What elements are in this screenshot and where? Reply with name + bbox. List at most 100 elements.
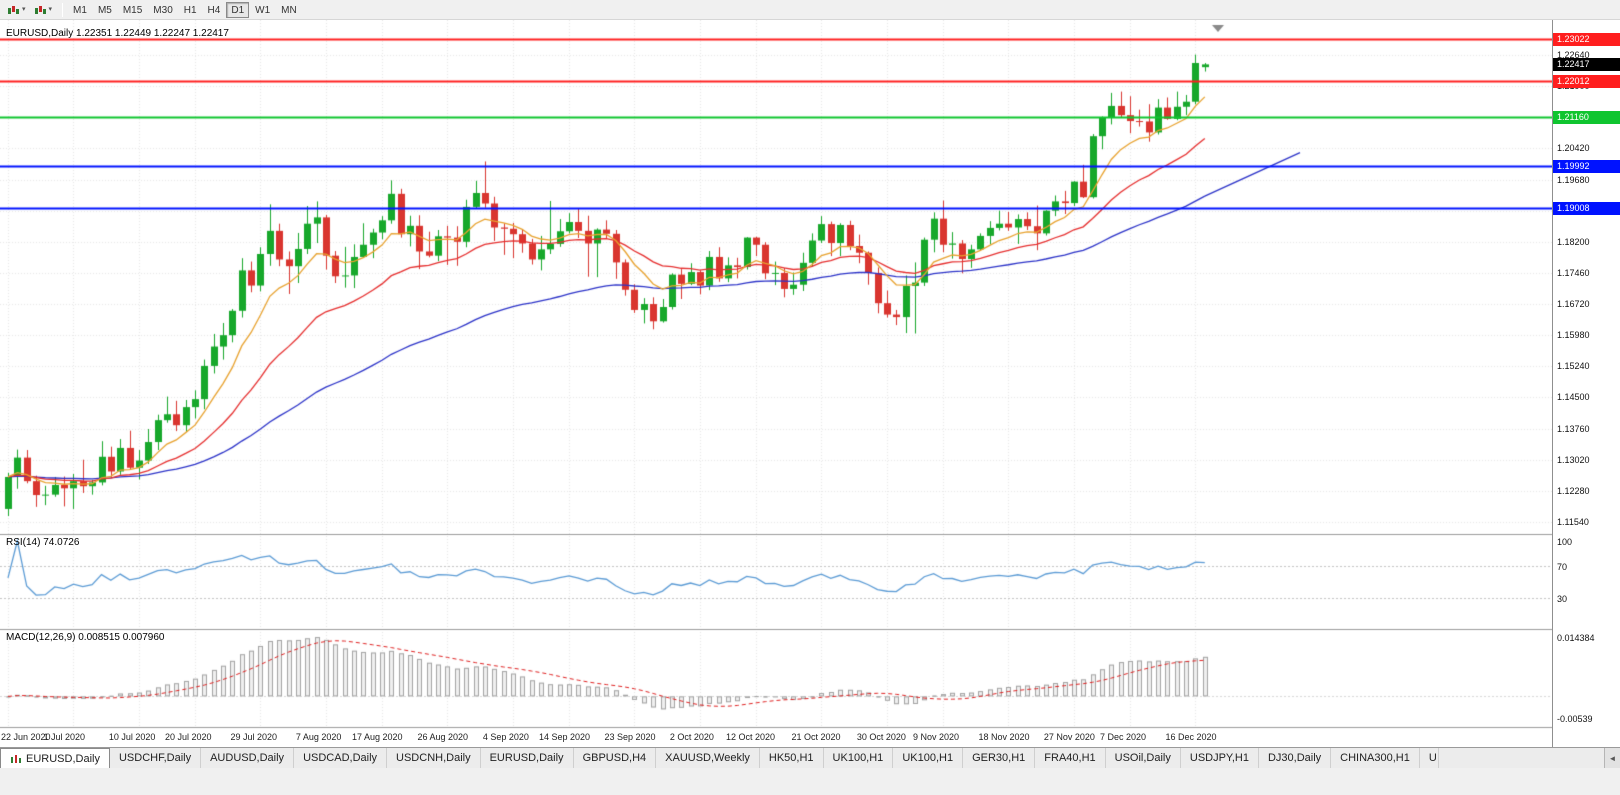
rsi-indicator-label: RSI(14) 74.0726 [6,537,80,548]
chart-tab-gbpusd-h4[interactable]: GBPUSD,H4 [573,748,657,768]
chart-tab-label: HK50,H1 [768,752,814,764]
timeframe-button-h1[interactable]: H1 [183,4,197,16]
hline-price-tag: 1.21160 [1553,111,1620,125]
timeframe-button-m5[interactable]: M5 [97,4,112,16]
chart-tab-label: XAUUSD,Weekly [665,752,750,764]
chart-tab-usdjpy-h1[interactable]: USDJPY,H1 [1180,748,1259,768]
date-axis-label: 10 Jul 2020 [108,732,156,742]
price-axis-label: 1.20420 [1557,143,1590,154]
chart-tab-usdcnh-daily[interactable]: USDCNH,Daily [387,748,481,768]
chart-tab-label: GBPUSD,H4 [582,752,647,764]
date-axis-label: 12 Oct 2020 [726,732,776,742]
price-scale[interactable]: 1.226401.219001.211601.204201.196801.189… [1552,20,1620,747]
chart-tab-xauusd-weekly[interactable]: XAUUSD,Weekly [656,748,760,768]
date-axis-label: 7 Aug 2020 [295,732,342,742]
timeframe-button-m1[interactable]: M1 [73,4,87,16]
hline-price-tag: 1.19008 [1553,201,1620,215]
date-axis-label: 26 Aug 2020 [417,732,468,742]
rsi-level-label: 70 [1557,561,1568,572]
timeframe-button-m15[interactable]: M15 [122,4,143,16]
timeframe-button-d1[interactable]: D1 [226,1,250,18]
chart-tab-label: EURUSD,Daily [26,752,100,765]
price-axis-label: 1.15240 [1557,361,1590,372]
chart-profiles-button[interactable]: ▾ [31,2,56,18]
timeframe-button-h4[interactable]: H4 [207,4,221,16]
chart-tab-label: EURUSD,Daily [489,752,564,764]
chart-tab-dj30-daily[interactable]: DJ30,Daily [1258,748,1332,768]
chart-tab-ger30-h1[interactable]: GER30,H1 [963,748,1036,768]
price-axis-label: 1.17460 [1557,267,1590,278]
current-price-tag: 1.22417 [1553,58,1620,72]
timeframe-button-mn[interactable]: MN [281,4,297,16]
date-axis-label: 27 Nov 2020 [1043,732,1095,742]
chart-tab-uk100-h1[interactable]: UK100,H1 [823,748,894,768]
date-axis-label: 18 Nov 2020 [978,732,1030,742]
chart-tab-eurusd-daily[interactable]: EURUSD,Daily [480,748,574,768]
date-axis-label: 1 Jul 2020 [43,732,85,742]
price-axis-label: 1.22640 [1557,50,1590,60]
chart-tab-uk100-h1[interactable]: UK100,H1 [893,748,964,768]
chart-tab-label: FRA40,H1 [1044,752,1096,764]
chart-tab-label: CHINA300,H1 [1340,752,1410,764]
chart-tab-u[interactable]: U [1419,748,1439,768]
price-axis-label: 1.13760 [1557,423,1590,434]
chart-tab-hk50-h1[interactable]: HK50,H1 [759,748,824,768]
new-chart-button[interactable]: ▾ [4,2,29,18]
timeframe-button-w1[interactable]: W1 [255,4,271,16]
timeframe-button-m30[interactable]: M30 [153,4,173,16]
chart-tab-fra40-h1[interactable]: FRA40,H1 [1035,748,1106,768]
chart-tab-eurusd-daily[interactable]: EURUSD,Daily [0,748,110,768]
chevron-down-icon: ▾ [22,5,26,13]
macd-indicator-label: MACD(12,26,9) 0.008515 0.007960 [6,632,165,643]
macd-axis-label: -0.00539 [1557,714,1593,724]
date-axis-label: 16 Dec 2020 [1165,732,1217,742]
chart-tab-label: USDCHF,Daily [118,752,192,764]
price-axis-label: 1.13020 [1557,454,1590,465]
price-axis-label: 1.16720 [1557,299,1590,310]
date-axis-label: 20 Jul 2020 [165,732,212,742]
chart-tab-label: AUDUSD,Daily [210,752,285,764]
hline-price-tag: 1.23022 [1553,32,1620,46]
chart-tab-audusd-daily[interactable]: AUDUSD,Daily [201,748,295,768]
chevron-down-icon: ▾ [48,5,53,13]
date-axis-label: 9 Nov 2020 [913,732,960,742]
chart-tab-usdchf-daily[interactable]: USDCHF,Daily [109,748,202,768]
tab-scroll-left-button[interactable]: ◄ [1604,748,1620,768]
date-axis-label: 30 Oct 2020 [856,732,906,742]
price-axis-label: 1.18200 [1557,236,1590,247]
date-axis-label: 23 Sep 2020 [604,732,656,742]
chart-tab-label: USOil,Daily [1114,752,1171,764]
rsi-level-label: 30 [1557,594,1568,605]
chart-tab-label: USDCNH,Daily [396,752,471,764]
date-axis-label: 17 Aug 2020 [352,732,403,742]
chart-tab-label: USDCAD,Daily [303,752,378,764]
chart-tab-label: GER30,H1 [972,752,1026,764]
price-axis-label: 1.15980 [1557,330,1590,341]
rsi-level-label: 100 [1557,537,1573,547]
macd-axis-label: 0.014384 [1557,633,1595,643]
chart-tab-usdcad-daily[interactable]: USDCAD,Daily [294,748,388,768]
price-axis-label: 1.14500 [1557,392,1590,403]
chart-tab-usoil-daily[interactable]: USOil,Daily [1105,748,1181,768]
chart-title: EURUSD,Daily 1.22351 1.22449 1.22247 1.2… [6,28,229,39]
chart-tab-label: DJ30,Daily [1267,752,1322,764]
date-axis-label: 2 Oct 2020 [669,732,714,742]
date-axis-label: 4 Sep 2020 [482,732,529,742]
timeframes-toolbar: ▾ ▾ M1 M5 M15 M30 H1 H4 D1 W1 MN [0,0,1620,20]
hline-price-tag: 1.22012 [1553,75,1620,89]
chart-tab-china300-h1[interactable]: CHINA300,H1 [1331,748,1420,768]
chart-window: EURUSD,Daily 1.22351 1.22449 1.22247 1.2… [0,20,1620,747]
price-axis-label: 1.19680 [1557,174,1590,185]
window-filler [0,768,1620,795]
date-axis-label: 21 Oct 2020 [791,732,841,742]
date-axis-label: 14 Sep 2020 [539,732,591,742]
date-axis-label: 22 Jun 2020 [1,732,51,742]
price-chart-canvas[interactable] [0,20,1552,747]
chart-tab-icon [11,754,21,763]
chart-profiles-button-icon [34,5,46,14]
chart-tab-label: UK100,H1 [832,752,884,764]
chart-tab-label: USDJPY,H1 [1189,752,1249,764]
charts-tab-bar: EURUSD,Daily USDCHF,Daily AUDUSD,Daily USDC… [0,747,1620,768]
chart-tab-label: U [1428,752,1437,764]
